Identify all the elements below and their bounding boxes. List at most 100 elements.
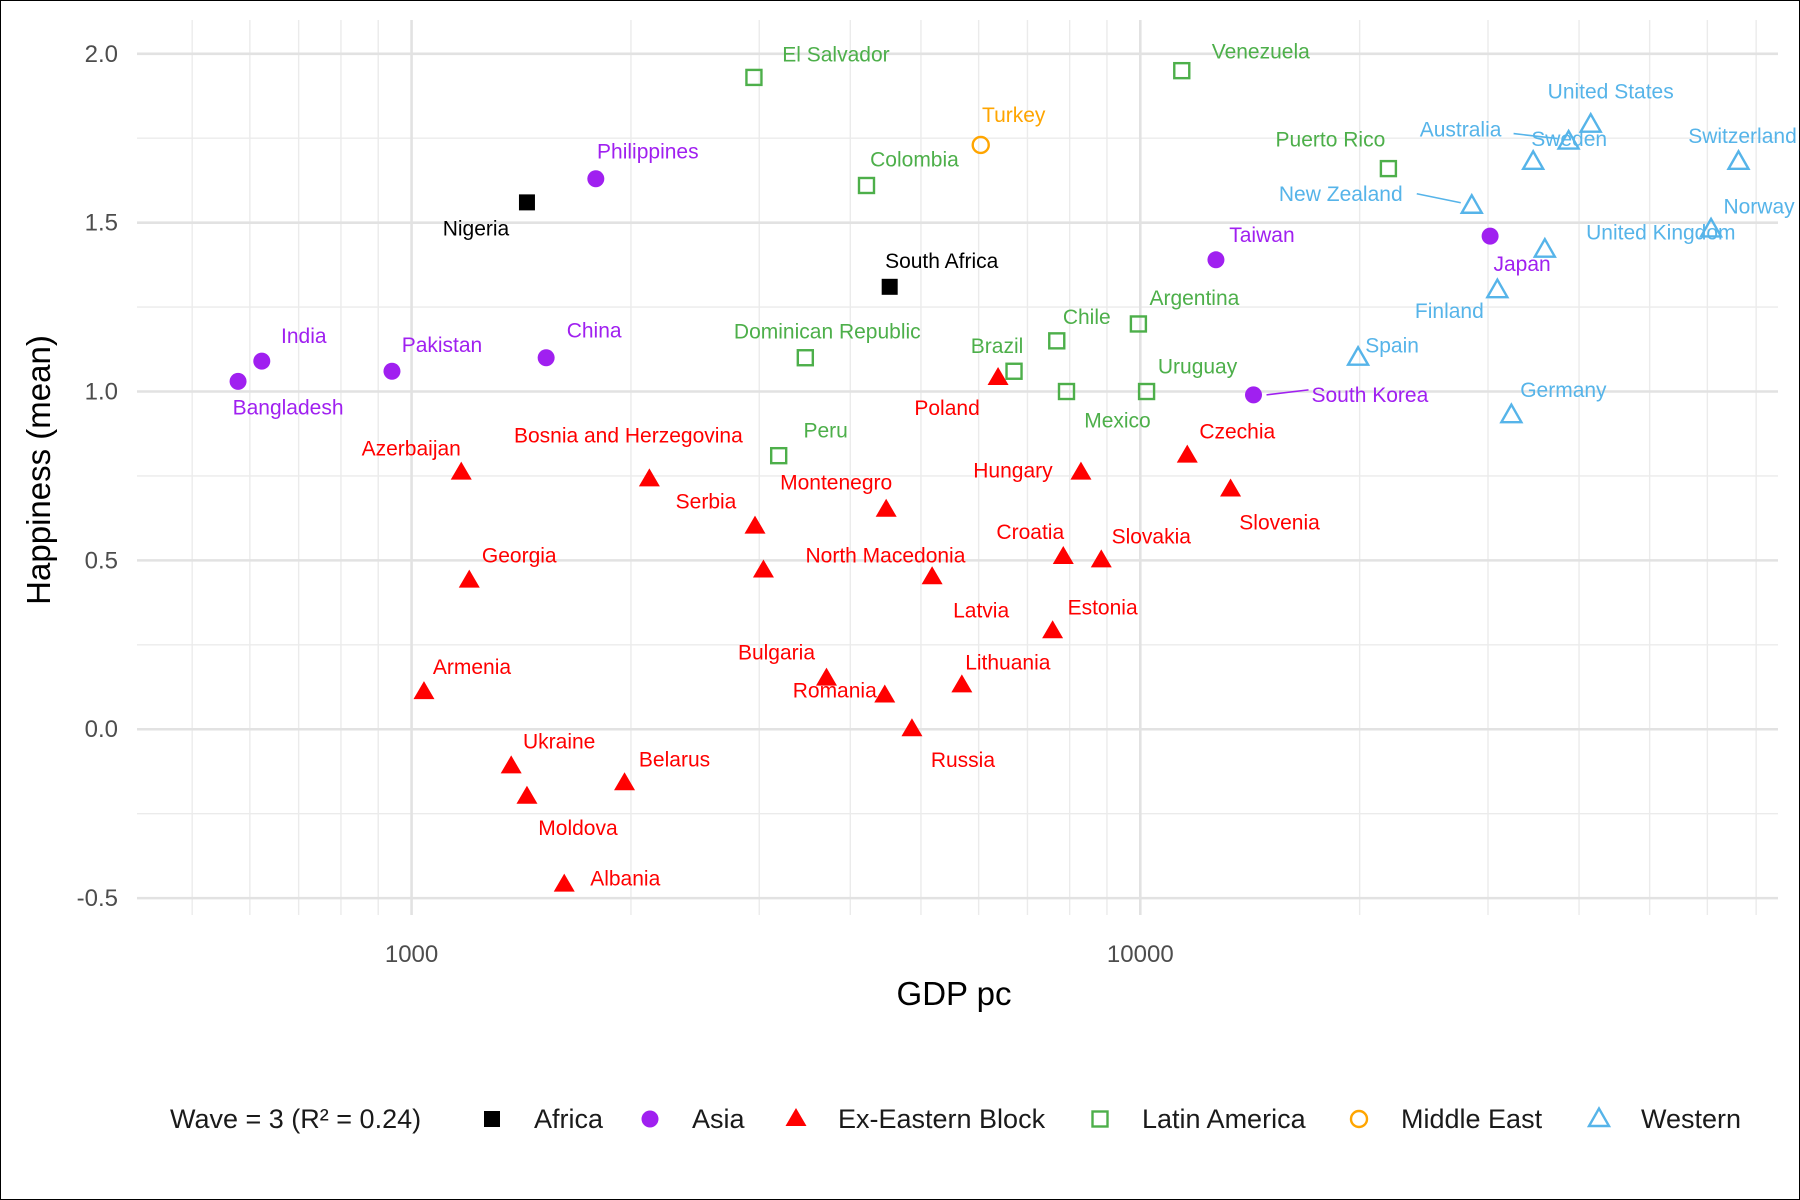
point-label-mexico: Mexico: [1084, 410, 1151, 433]
point-label-finland: Finland: [1415, 300, 1484, 323]
point-label-el-salvador: El Salvador: [782, 43, 889, 66]
point-label-australia: Australia: [1420, 119, 1502, 142]
point-slovakia: [1090, 549, 1112, 568]
point-uruguay: [1137, 382, 1156, 401]
point-hungary: [1070, 461, 1092, 480]
point-label-united-kingdom: United Kingdom: [1586, 222, 1735, 245]
grid-layer: [137, 20, 1778, 915]
point-label-estonia: Estonia: [1068, 596, 1138, 619]
point-north-macedonia: [752, 559, 774, 578]
leader-line-layer: [1266, 132, 1558, 396]
point-czechia: [1176, 444, 1198, 463]
point-south-korea: [1245, 386, 1263, 404]
legend-title: Wave = 3 (R² = 0.24): [170, 1104, 421, 1134]
x-tick-label: 10000: [1107, 941, 1174, 968]
point-label-spain: Spain: [1365, 335, 1419, 358]
point-label-dominican-republic: Dominican Republic: [734, 321, 921, 344]
point-label-hungary: Hungary: [973, 460, 1053, 483]
point-mexico: [1057, 382, 1076, 401]
point-taiwan: [1207, 251, 1225, 269]
point-spain: [1346, 344, 1371, 366]
point-label-peru: Peru: [804, 420, 848, 443]
point-dominican-republic: [796, 349, 815, 367]
point-label-turkey: Turkey: [982, 104, 1046, 127]
point-albania: [553, 873, 575, 892]
point-poland: [987, 367, 1009, 385]
point-label-poland: Poland: [914, 397, 979, 420]
legend: Wave = 3 (R² = 0.24) Africa Asia Ex-Easter…: [170, 1104, 1741, 1134]
point-label-philippines: Philippines: [597, 141, 699, 164]
label-layer: Nigeria South Africa Philippines India Bangl…: [233, 41, 1797, 891]
legend-key-western: [1586, 1106, 1612, 1128]
legend-label-middle-east: Middle East: [1401, 1104, 1543, 1134]
point-lithuania: [951, 674, 973, 693]
point-bangladesh: [229, 372, 247, 390]
point-label-bosnia-and-herzegovina: Bosnia and Herzegovina: [514, 424, 743, 447]
point-philippines: [587, 170, 605, 188]
point-armenia: [413, 681, 435, 700]
legend-label-africa: Africa: [534, 1104, 604, 1134]
point-label-croatia: Croatia: [996, 521, 1064, 544]
point-puerto-rico: [1379, 159, 1398, 178]
point-label-russia: Russia: [931, 749, 996, 772]
point-label-serbia: Serbia: [676, 491, 737, 514]
point-label-switzerland: Switzerland: [1688, 125, 1797, 148]
point-united-kingdom: [1532, 236, 1557, 258]
y-tick-label: 2.0: [85, 41, 118, 68]
point-el-salvador: [745, 68, 763, 87]
point-serbia: [744, 515, 766, 534]
point-label-ukraine: Ukraine: [523, 730, 595, 753]
point-norway: [1698, 216, 1724, 238]
point-label-brazil: Brazil: [971, 335, 1024, 358]
point-label-georgia: Georgia: [482, 545, 557, 568]
point-china: [537, 349, 555, 367]
point-brazil: [1005, 362, 1023, 380]
point-romania: [874, 684, 896, 703]
legend-key-middle-east: [1349, 1109, 1369, 1129]
leader-line-south-korea: [1266, 389, 1309, 396]
point-azerbaijan: [450, 461, 472, 480]
point-label-germany: Germany: [1520, 379, 1607, 402]
point-australia: [1556, 128, 1581, 150]
point-label-india: India: [281, 325, 327, 348]
point-georgia: [458, 569, 480, 588]
x-axis-title: GDP pc: [897, 975, 1012, 1012]
point-germany: [1499, 402, 1524, 424]
y-tick-label: 0.5: [85, 547, 118, 574]
point-label-slovakia: Slovakia: [1112, 525, 1192, 548]
point-label-new-zealand: New Zealand: [1279, 183, 1403, 206]
leader-line-australia: [1513, 132, 1558, 140]
point-label-lithuania: Lithuania: [965, 651, 1051, 674]
point-japan: [1481, 227, 1499, 245]
point-label-belarus: Belarus: [639, 748, 710, 771]
point-colombia: [857, 176, 876, 195]
point-label-pakistan: Pakistan: [402, 334, 483, 357]
point-label-argentina: Argentina: [1149, 287, 1239, 310]
point-label-china: China: [567, 320, 622, 343]
point-latvia: [921, 566, 943, 585]
point-label-japan: Japan: [1493, 253, 1550, 276]
point-label-romania: Romania: [793, 679, 877, 702]
y-tick-label: -0.5: [77, 885, 118, 912]
point-new-zealand: [1459, 192, 1484, 214]
point-chile: [1048, 332, 1066, 350]
legend-label-latin-america: Latin America: [1142, 1104, 1307, 1134]
point-venezuela: [1173, 61, 1191, 80]
point-label-colombia: Colombia: [870, 148, 959, 171]
point-label-norway: Norway: [1723, 195, 1795, 218]
point-label-nigeria: Nigeria: [443, 217, 510, 240]
point-sweden: [1521, 148, 1546, 171]
point-label-slovenia: Slovenia: [1239, 511, 1320, 534]
point-label-armenia: Armenia: [433, 656, 512, 679]
point-label-venezuela: Venezuela: [1212, 41, 1310, 64]
y-axis-title: Happiness (mean): [20, 335, 57, 605]
point-moldova: [516, 785, 538, 804]
point-ukraine: [500, 755, 522, 774]
point-nigeria: [518, 194, 535, 211]
point-montenegro: [875, 498, 897, 517]
point-bosnia-and-herzegovina: [638, 468, 660, 487]
legend-key-asia: [641, 1110, 659, 1128]
point-croatia: [1052, 546, 1074, 564]
